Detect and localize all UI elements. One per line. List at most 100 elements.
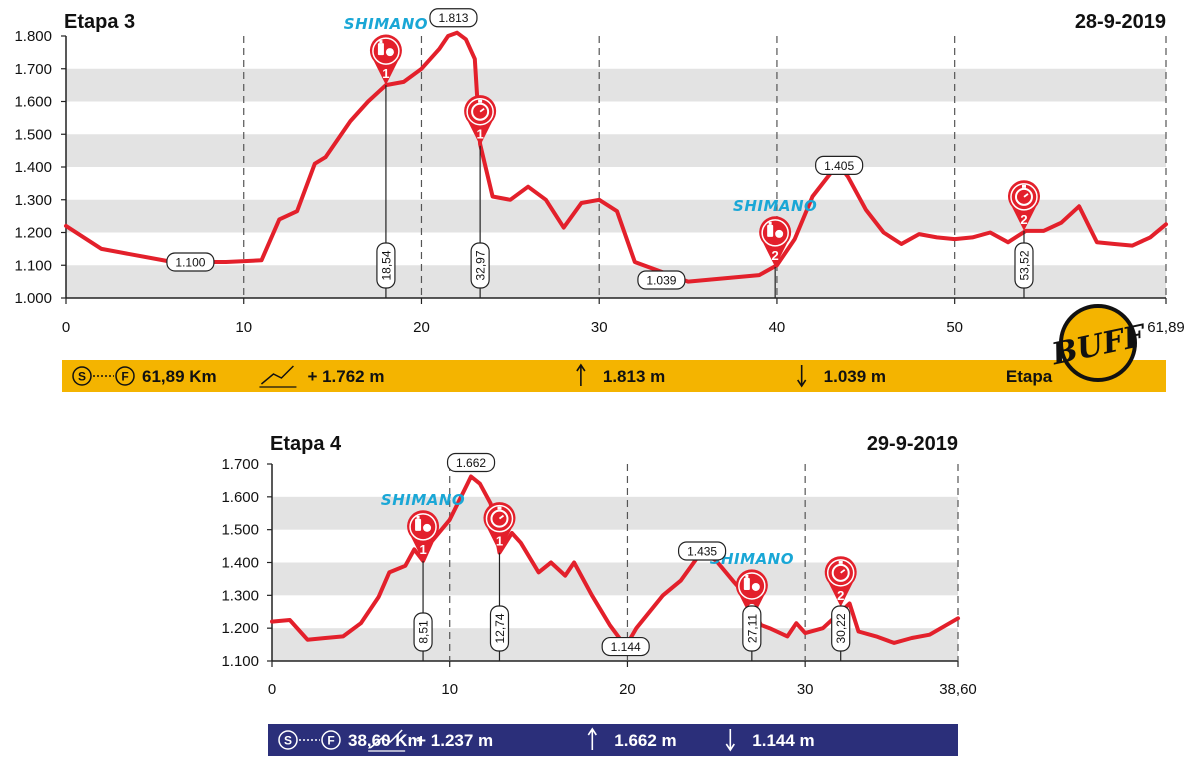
chart-etapa-3: Etapa 3 28-9-2019 1.000 1.100 1.200 1.300 1.40…	[14, 8, 1185, 392]
marker-km-label-box	[470, 242, 490, 289]
stopwatch-icon	[1014, 184, 1033, 206]
elevation-label-text: 1.662	[456, 456, 486, 470]
marker-km-label: 27,11	[742, 605, 762, 652]
stopwatch-face	[471, 102, 490, 121]
bottle-cap-icon	[379, 40, 383, 44]
feed-zone-marker-2-ring	[738, 572, 766, 600]
feed-zone-marker-1-pin	[407, 510, 440, 561]
marker-km-label: 8,51	[413, 612, 433, 652]
sponsor-logo: SHIMANO	[381, 491, 465, 509]
time-control-marker-2-number: 2	[837, 588, 844, 603]
start-icon	[278, 730, 298, 750]
elevation-label: 1.100	[166, 252, 215, 272]
elevation-label: 1.144	[601, 636, 650, 657]
marker-km-label: 30,22	[831, 605, 851, 652]
climb-line-icon	[260, 365, 294, 385]
y-tick-label: 1.800	[14, 28, 52, 45]
finish-letter: F	[327, 734, 334, 748]
feed-icon	[743, 574, 760, 591]
bottle-icon	[767, 224, 774, 237]
feed-icon	[415, 515, 432, 532]
elevation-line	[64, 30, 1168, 284]
elevation-label-text: 1.813	[438, 11, 468, 25]
elevation-label-box	[637, 270, 686, 290]
finish-letter: F	[121, 370, 128, 384]
summary-bar: S F 38,60 Km+ 1.237 m 1.662 m 1.144 m	[268, 724, 958, 756]
bottle-cap-icon	[416, 515, 420, 519]
feed-icon	[377, 40, 394, 57]
feed-zone-marker-2-ring	[761, 219, 789, 247]
summary-min: 1.039 m	[824, 367, 886, 386]
y-tick-label: 1.700	[14, 61, 52, 78]
feed-zone-marker-1: 1	[369, 34, 402, 86]
marker-km-label: 12,74	[489, 605, 510, 652]
elevation-label-text: 1.405	[824, 159, 854, 173]
marker-km-label-box	[1014, 242, 1034, 289]
elevation-line	[270, 474, 960, 649]
chart-title: Etapa 3	[64, 11, 135, 33]
y-tick-label: 1.300	[14, 192, 52, 209]
stopwatch-face	[1014, 187, 1033, 206]
chart-date: 29-9-2019	[867, 433, 958, 455]
apple-icon	[775, 229, 784, 238]
sponsor-logo: SHIMANO	[733, 197, 817, 215]
time-control-marker-2: 2	[824, 556, 857, 607]
chart-title: Etapa 4	[270, 433, 342, 455]
marker-km-label-text: 27,11	[745, 614, 759, 643]
bottle-icon	[743, 577, 750, 590]
apple-icon	[751, 582, 760, 591]
stopwatch-icon	[490, 506, 509, 528]
feed-zone-marker-1-ring	[409, 513, 437, 541]
start-letter: S	[284, 734, 292, 748]
summary-min: 1.144 m	[752, 731, 814, 750]
marker-km-label: 32,97	[470, 242, 490, 289]
elevation-label-box	[677, 541, 727, 561]
summary-distance: 38,60 Km	[348, 731, 423, 750]
finish-icon	[115, 366, 135, 386]
sponsor-logo: SHIMANO	[344, 15, 428, 33]
sponsor-logo: SHIMANO	[710, 550, 794, 568]
chart-date: 28-9-2019	[1075, 11, 1166, 33]
x-tick-label: 20	[619, 681, 636, 698]
y-tick-label: 1.600	[14, 94, 52, 111]
time-control-marker-1: 1	[483, 502, 516, 553]
y-tick-label: 1.400	[221, 555, 259, 572]
summary-max: 1.662 m	[614, 731, 676, 750]
buff-logo-circle	[1059, 304, 1137, 382]
bottle-cap-icon	[745, 574, 749, 578]
max-altitude-icon	[576, 363, 586, 386]
marker-km-label-text: 12,74	[493, 613, 507, 643]
marker-km-label-text: 53,52	[1017, 250, 1031, 280]
x-tick-label: 38,60	[939, 681, 977, 698]
y-tick-label: 1.000	[14, 290, 52, 307]
x-tick-label: 61,89	[1147, 319, 1185, 336]
stopwatch-crown	[1021, 184, 1026, 188]
time-control-marker-1-ring	[466, 97, 494, 126]
apple-icon	[423, 523, 432, 532]
marker-km-label: 18,54	[376, 242, 396, 289]
elevation-label-text: 1.435	[687, 545, 717, 559]
elevation-label: 1.662	[446, 452, 496, 473]
marker-km-label-box	[831, 605, 851, 652]
marker-km-label-box	[742, 605, 762, 652]
y-tick-label: 1.100	[14, 257, 52, 274]
feed-zone-marker-1-pin	[369, 34, 402, 86]
marker-km-label-text: 32,97	[474, 250, 488, 280]
x-tick-label: 50	[946, 319, 963, 336]
y-tick-label: 1.100	[221, 653, 259, 670]
y-tick-label: 1.400	[14, 159, 52, 176]
feed-zone-marker-2: 2	[759, 216, 792, 267]
marker-km-label-box	[489, 605, 510, 652]
stopwatch-hand	[479, 107, 485, 113]
down-arrow-head	[797, 379, 807, 388]
summary-max: 1.813 m	[603, 367, 665, 386]
start-letter: S	[78, 370, 86, 384]
x-tick-label: 10	[441, 681, 458, 698]
min-altitude-icon	[797, 365, 807, 388]
summary-climb: + 1.237 m	[416, 731, 493, 750]
summary-climb: + 1.762 m	[307, 367, 384, 386]
y-tick-label: 1.600	[221, 489, 259, 506]
stopwatch-icon	[831, 560, 850, 582]
